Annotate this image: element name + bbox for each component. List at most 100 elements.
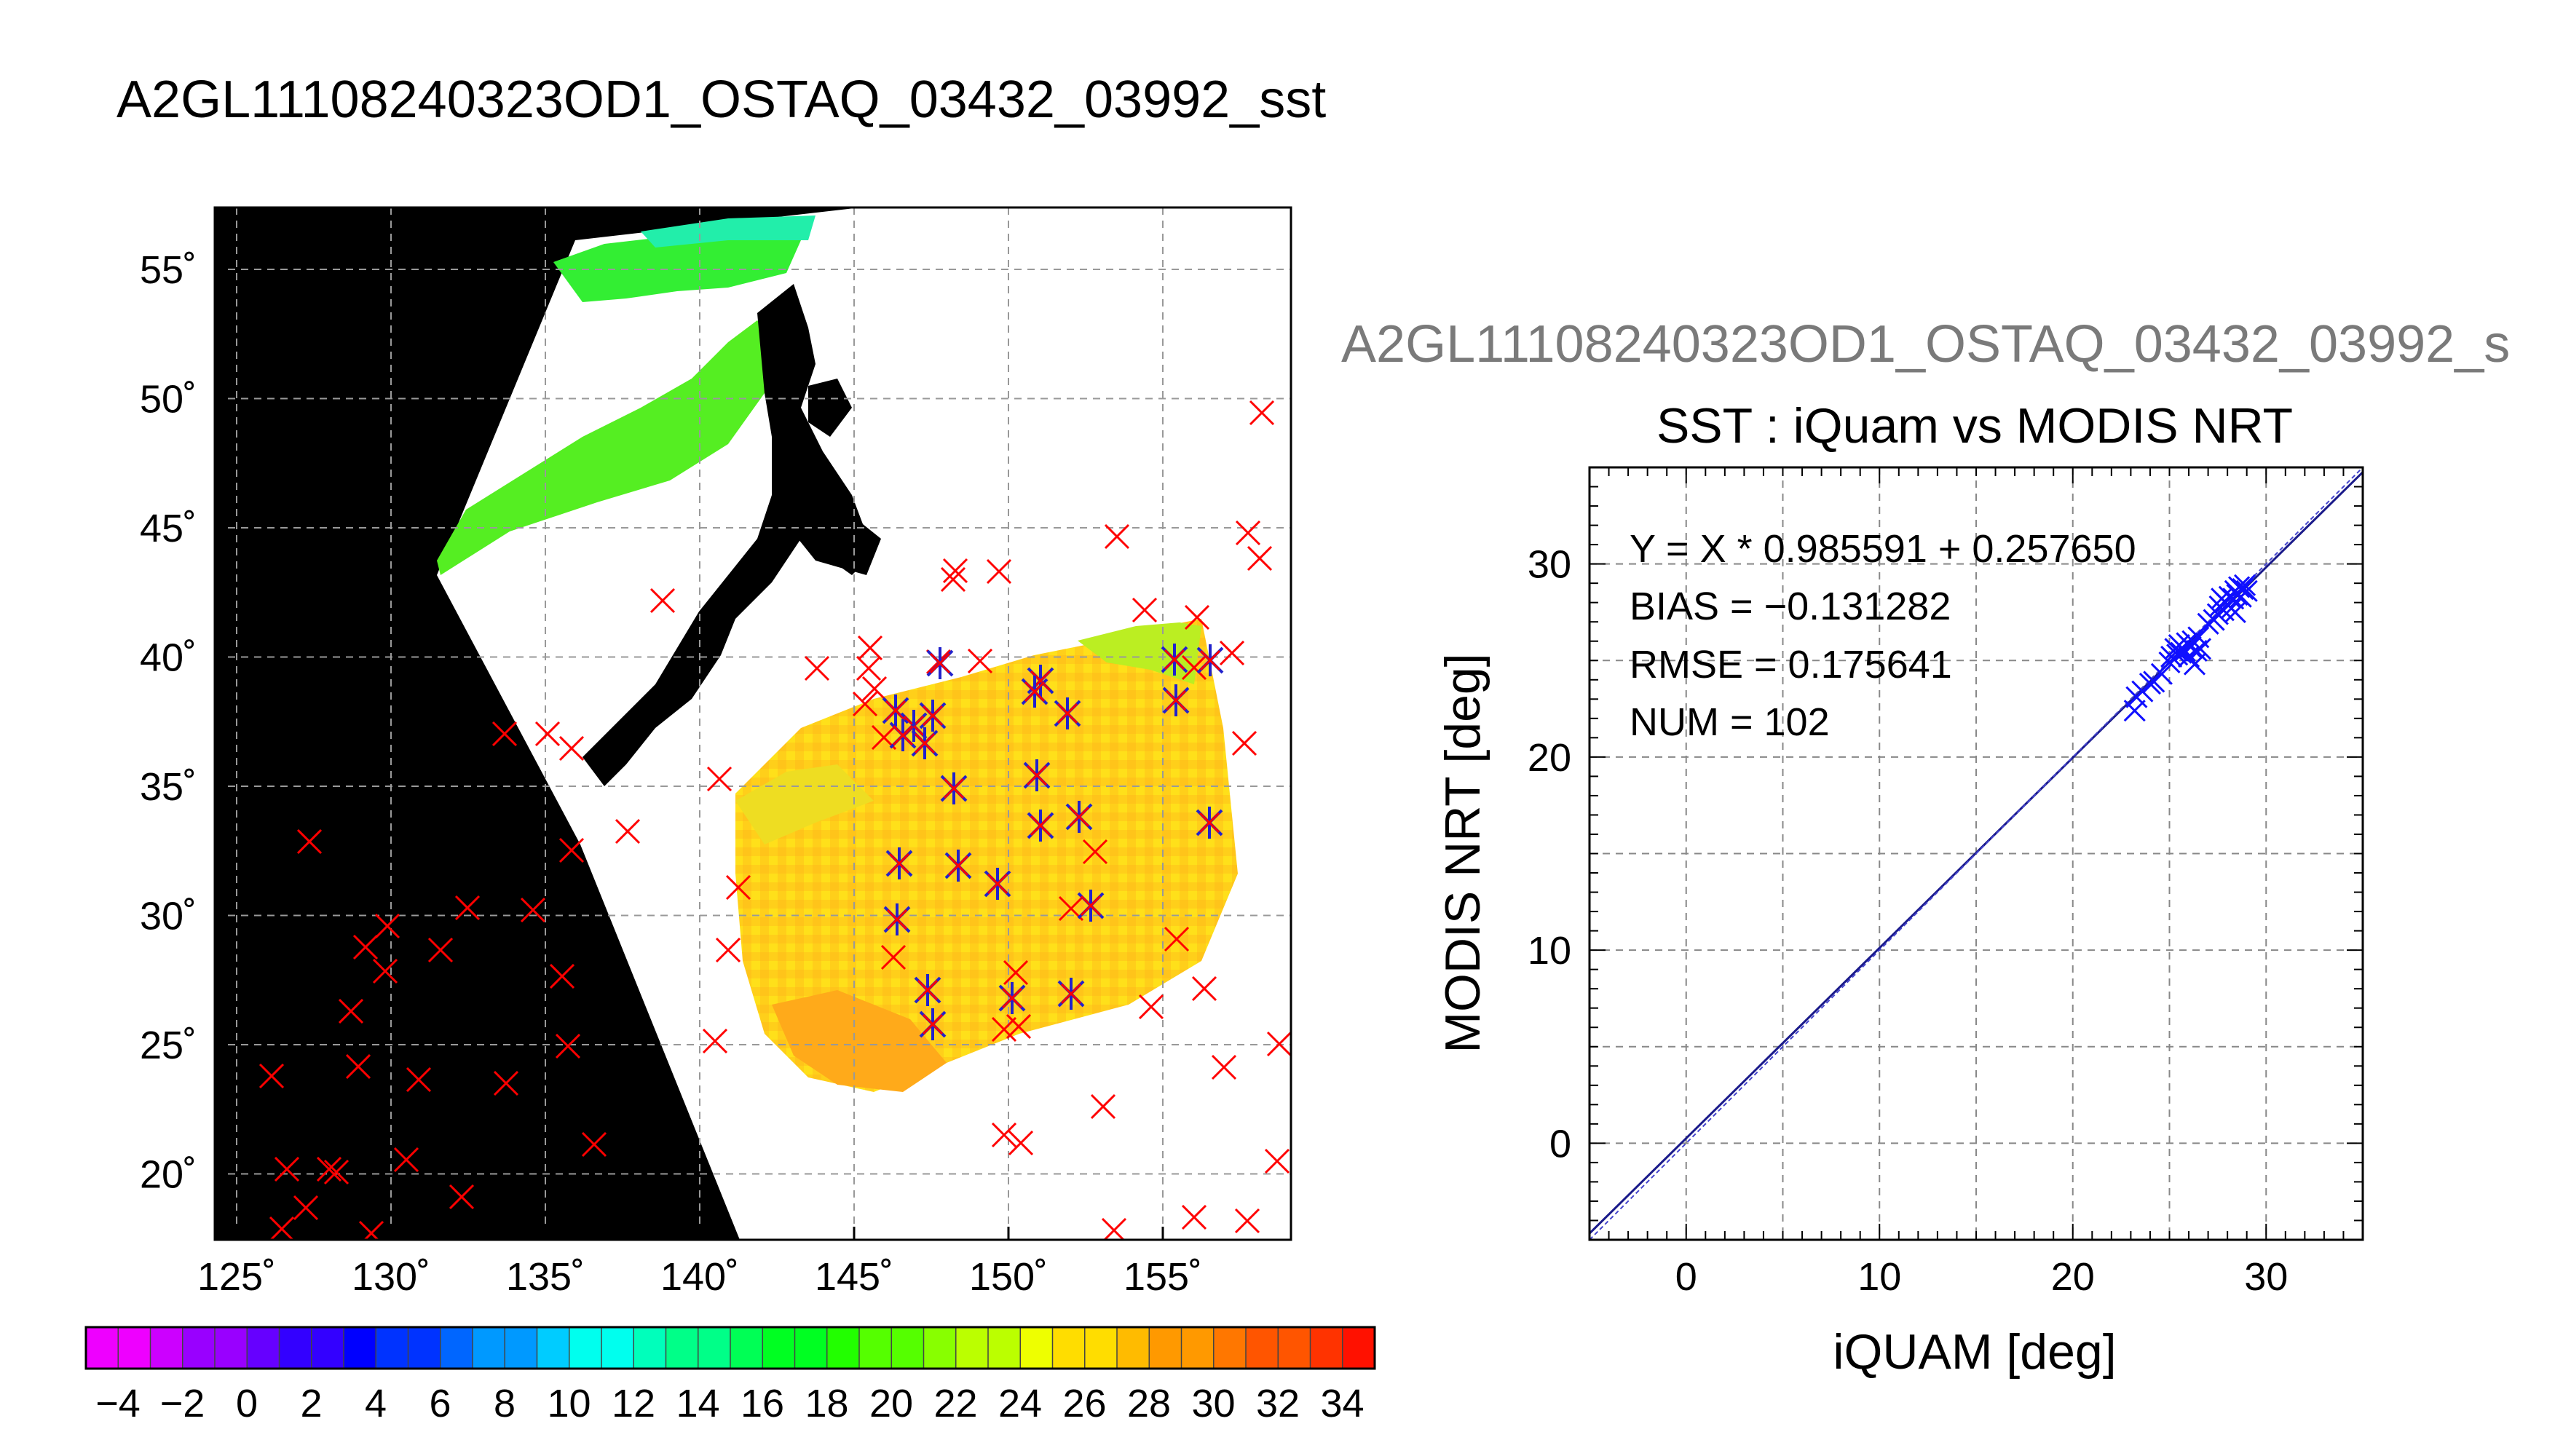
lat-tick-label: 45˚ bbox=[140, 507, 197, 550]
colorbar-cell bbox=[473, 1327, 505, 1369]
colorbar-tick-label: 34 bbox=[1320, 1382, 1364, 1425]
matched-star-marker bbox=[1057, 703, 1078, 724]
iquam-x-marker bbox=[274, 1156, 300, 1182]
iquam-x-marker bbox=[1266, 1031, 1291, 1057]
sst-map: 55˚ 50˚ 45˚ 40˚ 35˚ 30˚ 25˚ 20˚ 125˚ 130˚ 135˚ 140… bbox=[140, 206, 1292, 1299]
lat-tick-label: 30˚ bbox=[140, 895, 197, 938]
colorbar-cell bbox=[988, 1327, 1021, 1369]
colorbar-cell bbox=[891, 1327, 924, 1369]
iquam-x-marker bbox=[491, 721, 518, 747]
colorbar-tick-label: 26 bbox=[1062, 1382, 1106, 1425]
iquam-x-marker bbox=[406, 1067, 432, 1093]
iquam-x-marker bbox=[374, 913, 400, 939]
iquam-x-marker bbox=[338, 998, 364, 1024]
scatter-point bbox=[2139, 673, 2162, 695]
y-tick-label: 20 bbox=[1528, 736, 1571, 780]
matched-star-marker bbox=[888, 852, 910, 874]
colorbar-cell bbox=[923, 1327, 957, 1369]
iquam-x-marker bbox=[555, 1033, 581, 1059]
lat-tick-label: 20˚ bbox=[140, 1153, 197, 1197]
iquam-x-marker bbox=[1247, 545, 1273, 571]
colorbar-labels: −4 −2 0 2 4 6 8 10 12 14 16 18 20 22 24 26 28 30 32 34 bbox=[95, 1382, 1364, 1425]
matched-star-marker bbox=[929, 652, 951, 674]
matched-star-marker bbox=[885, 700, 907, 721]
colorbar-tick-label: 12 bbox=[612, 1382, 655, 1425]
colorbar-cell bbox=[730, 1327, 763, 1369]
iquam-x-marker bbox=[1235, 520, 1261, 546]
rmse-stat: RMSE = 0.175641 bbox=[1630, 643, 1952, 687]
matched-star-marker bbox=[1068, 806, 1090, 828]
colorbar-cell bbox=[1342, 1327, 1375, 1369]
colorbar-tick-label: −4 bbox=[95, 1382, 141, 1425]
matched-star-marker bbox=[1199, 649, 1221, 671]
iquam-x-marker bbox=[1008, 1130, 1034, 1156]
iquam-x-marker bbox=[1104, 523, 1130, 550]
iquam-x-marker bbox=[942, 558, 968, 584]
scatter-points bbox=[2123, 574, 2258, 722]
scatter-point bbox=[2228, 576, 2251, 598]
iquam-x-marker bbox=[296, 828, 323, 855]
iquam-x-marker bbox=[372, 958, 398, 984]
colorbar-cell bbox=[666, 1327, 699, 1369]
latitude-labels: 55˚ 50˚ 45˚ 40˚ 35˚ 30˚ 25˚ 20˚ bbox=[140, 248, 197, 1197]
colorbar-tick-label: 16 bbox=[741, 1382, 784, 1425]
colorbar: −4 −2 0 2 4 6 8 10 12 14 16 18 20 22 24 26 28 30 32 34 bbox=[84, 1326, 1376, 1425]
colorbar-tick-label: 28 bbox=[1127, 1382, 1171, 1425]
lon-tick-label: 125˚ bbox=[197, 1255, 276, 1299]
matched-star-marker bbox=[1165, 689, 1187, 711]
colorbar-cell bbox=[440, 1327, 473, 1369]
colorbar-cell bbox=[1310, 1327, 1343, 1369]
iquam-x-marker bbox=[861, 676, 888, 702]
matched-star-marker bbox=[1164, 649, 1185, 670]
matched-star-marker bbox=[987, 873, 1008, 895]
iquam-x-marker bbox=[1102, 1217, 1127, 1240]
iquam-x-marker bbox=[449, 1184, 475, 1210]
iquam-x-marker bbox=[581, 1131, 607, 1158]
colorbar-cell bbox=[794, 1327, 828, 1369]
sea-of-japan-sst bbox=[437, 320, 779, 575]
y-tick-labels: 0 10 20 30 bbox=[1528, 543, 1571, 1166]
iquam-x-marker bbox=[804, 655, 830, 681]
iquam-x-marker bbox=[316, 1156, 342, 1182]
colorbar-cell bbox=[408, 1327, 441, 1369]
colorbar-cell bbox=[955, 1327, 989, 1369]
colorbar-cell bbox=[826, 1327, 860, 1369]
scatter-point bbox=[2150, 662, 2173, 685]
matched-star-marker bbox=[914, 732, 936, 754]
iquam-x-marker bbox=[615, 818, 641, 844]
iquam-x-marker bbox=[1006, 1013, 1032, 1040]
iquam-x-marker bbox=[1181, 654, 1207, 681]
colorbar-cell bbox=[1181, 1327, 1215, 1369]
scatter-title: SST : iQuam vs MODIS NRT bbox=[1656, 398, 2293, 454]
colorbar-cell bbox=[1149, 1327, 1182, 1369]
iquam-x-marker bbox=[715, 937, 741, 963]
x-tick-label: 0 bbox=[1675, 1255, 1697, 1299]
right-plot-title: A2GL11108240323OD1_OSTAQ_03432_03992_s bbox=[1341, 315, 2511, 373]
iquam-x-marker bbox=[345, 1053, 371, 1080]
colorbar-cell bbox=[1278, 1327, 1311, 1369]
iquam-x-marker bbox=[352, 934, 379, 960]
colorbar-cell bbox=[118, 1327, 151, 1369]
iquam-x-marker bbox=[393, 1147, 419, 1173]
iquam-x-marker bbox=[1181, 1204, 1207, 1230]
colorbar-cell bbox=[1020, 1327, 1053, 1369]
map-grid bbox=[215, 207, 1291, 1240]
colorbar-cells bbox=[85, 1327, 1375, 1369]
iquam-x-marker bbox=[940, 566, 966, 593]
matched-star-marker bbox=[922, 705, 944, 727]
fit-equation: Y = X * 0.985591 + 0.257650 bbox=[1630, 527, 2136, 571]
colorbar-tick-label: 6 bbox=[429, 1382, 451, 1425]
scatter-point bbox=[2183, 653, 2206, 676]
iquam-x-marker bbox=[520, 897, 546, 923]
y-tick-label: 0 bbox=[1549, 1122, 1571, 1166]
iquam-x-marker bbox=[1090, 1093, 1116, 1120]
colorbar-cell bbox=[215, 1327, 248, 1369]
iquam-x-marker bbox=[454, 895, 481, 921]
x-tick-label: 30 bbox=[2244, 1255, 2288, 1299]
matched-star-marker bbox=[947, 855, 969, 877]
japan-landmass bbox=[583, 284, 874, 786]
lat-tick-label: 25˚ bbox=[140, 1024, 197, 1067]
map-axis-ticks bbox=[215, 268, 1164, 1240]
iquam-x-marker bbox=[323, 1159, 350, 1185]
pacific-sst bbox=[735, 619, 1238, 1092]
